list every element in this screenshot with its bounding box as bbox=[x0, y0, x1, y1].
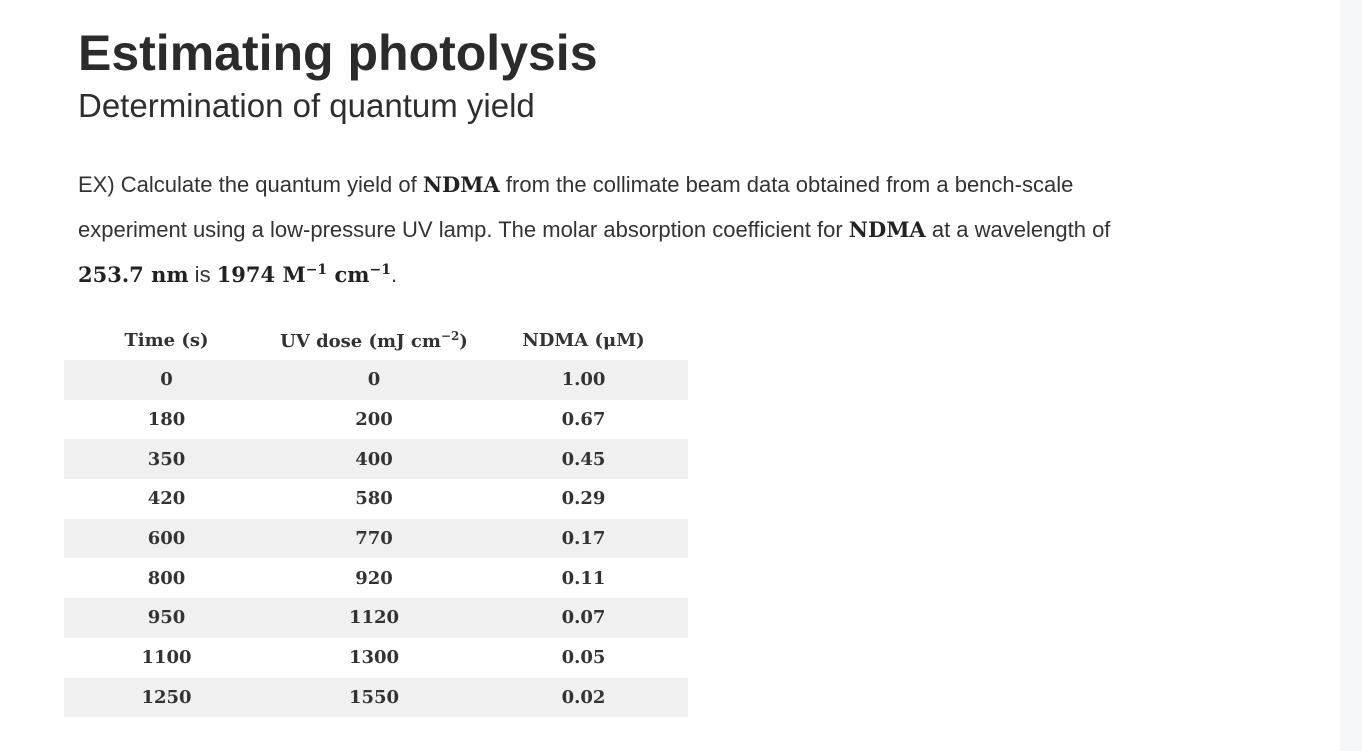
problem-text: experiment using a low-pressure UV lamp.… bbox=[78, 217, 849, 242]
cell-time: 420 bbox=[147, 488, 186, 510]
table-row: 800 920 0.11 bbox=[64, 558, 688, 598]
cell-ndma: 0.05 bbox=[561, 647, 606, 669]
cell-time: 350 bbox=[64, 439, 269, 480]
cell-ndma: 0.11 bbox=[561, 567, 606, 589]
table-row: 350 400 0.45 bbox=[64, 439, 688, 480]
compound-name: NDMA bbox=[848, 217, 926, 242]
cell-ndma: 0.67 bbox=[561, 409, 606, 431]
header-time: Time (s) bbox=[124, 329, 209, 351]
cell-uv-dose: 1300 bbox=[348, 647, 400, 669]
cell-time: 1100 bbox=[141, 647, 192, 669]
table-row: 600 770 0.17 bbox=[64, 518, 688, 559]
cell-ndma: 0.17 bbox=[479, 518, 688, 559]
problem-text: at a wavelength of bbox=[925, 217, 1111, 242]
cell-time: 0 bbox=[64, 360, 269, 400]
problem-text: is bbox=[188, 262, 217, 287]
table-row: 1100 1300 0.05 bbox=[64, 638, 688, 678]
cell-uv-dose: 1120 bbox=[269, 598, 479, 638]
problem-statement: EX) Calculate the quantum yield of NDMA … bbox=[78, 166, 1278, 301]
cell-uv-dose: 770 bbox=[269, 518, 479, 559]
cell-uv-dose: 580 bbox=[355, 488, 393, 510]
exponent: −1 bbox=[305, 262, 328, 278]
exponent: −1 bbox=[369, 262, 391, 278]
cell-uv-dose: 1550 bbox=[269, 677, 479, 718]
cell-time: 800 bbox=[147, 567, 186, 589]
coefficient-value: 1974 M bbox=[216, 262, 306, 287]
compound-name: NDMA bbox=[422, 172, 500, 197]
cell-uv-dose: 0 bbox=[269, 360, 479, 400]
cell-ndma: 0.07 bbox=[479, 598, 688, 638]
problem-line-2: experiment using a low-pressure UV lamp.… bbox=[78, 211, 1278, 256]
cell-time: 600 bbox=[64, 518, 269, 559]
cell-time: 950 bbox=[64, 598, 269, 638]
cell-time: 180 bbox=[147, 409, 186, 431]
header-uv-dose-label: UV dose (mJ cm bbox=[280, 330, 441, 352]
problem-text: EX) Calculate the quantum yield of bbox=[78, 172, 423, 197]
cell-uv-dose: 200 bbox=[355, 409, 393, 431]
wavelength-value: 253.7 nm bbox=[78, 262, 189, 287]
table-body: 0 0 1.00 180 200 0.67 350 400 0.45 420 580 0.29 600 7… bbox=[64, 360, 688, 718]
slide-subtitle: Determination of quantum yield bbox=[78, 87, 535, 124]
header-ndma: NDMA (μM) bbox=[522, 329, 645, 351]
cell-ndma: 0.45 bbox=[479, 439, 688, 480]
cell-ndma: 1.00 bbox=[479, 360, 688, 400]
cell-ndma: 0.29 bbox=[561, 488, 606, 510]
table-row: 950 1120 0.07 bbox=[64, 598, 688, 638]
cell-uv-dose: 920 bbox=[355, 567, 393, 589]
cell-time: 1250 bbox=[64, 677, 269, 718]
header-uv-dose-close: ) bbox=[459, 330, 468, 352]
problem-line-1: EX) Calculate the quantum yield of NDMA … bbox=[78, 166, 1278, 211]
absorption-coefficient: 1974 M−1 cm−1 bbox=[217, 262, 391, 287]
cell-ndma: 0.02 bbox=[479, 677, 688, 718]
cell-uv-dose: 400 bbox=[269, 439, 479, 480]
exponent: −2 bbox=[440, 328, 460, 343]
problem-line-3: 253.7 nm is 1974 M−1 cm−1. bbox=[78, 256, 1278, 301]
problem-text: from the collimate beam data obtained fr… bbox=[499, 172, 1074, 197]
table-row: 0 0 1.00 bbox=[64, 360, 688, 400]
table-header-row: Time (s) UV dose (mJ cm−2) NDMA (μM) bbox=[64, 320, 688, 360]
table-row: 1250 1550 0.02 bbox=[64, 677, 688, 718]
slide-title: Estimating photolysis bbox=[78, 25, 598, 81]
coefficient-unit: cm bbox=[327, 262, 370, 287]
table-row: 420 580 0.29 bbox=[64, 479, 688, 519]
problem-text: . bbox=[391, 262, 398, 287]
table-row: 180 200 0.67 bbox=[64, 400, 688, 440]
window-edge bbox=[1340, 0, 1362, 751]
header-uv-dose: UV dose (mJ cm−2) bbox=[269, 320, 479, 360]
